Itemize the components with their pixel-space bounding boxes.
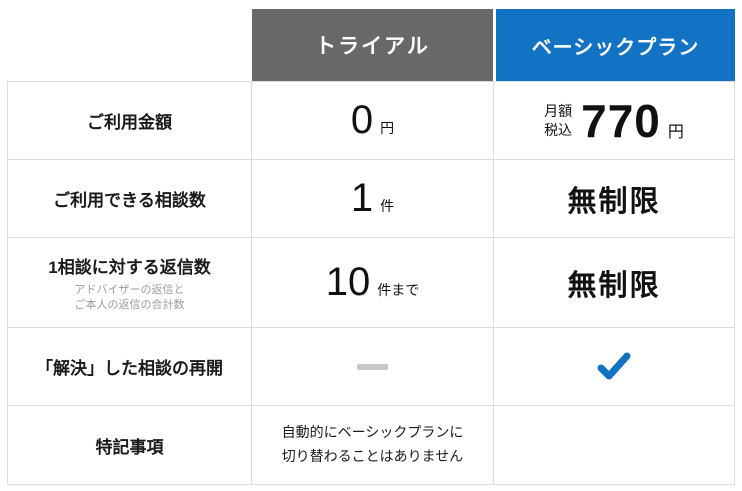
table-body: ご利用金額 0 円 月額 税込 770 円 [7, 81, 735, 485]
check-icon [597, 352, 631, 382]
consultations-row-label-cell: ご利用できる相談数 [8, 160, 252, 237]
plan-header-row: トライアル ベーシックプラン [7, 9, 735, 81]
basic-price-prefix-line1: 月額 [544, 102, 573, 119]
row-label: ご利用金額 [87, 113, 172, 132]
price-row-label-cell: ご利用金額 [8, 82, 252, 159]
row-label: 1相談に対する返信数 [48, 257, 211, 277]
header-gap [493, 9, 496, 81]
table-row-consultations: ご利用できる相談数 1 件 無制限 [8, 160, 734, 238]
row-sublabel-line2: ご本人の返信の合計数 [74, 298, 185, 311]
row-sublabel-line1: アドバイザーの返信と [74, 283, 185, 296]
trial-consultations-cell: 1 件 [252, 160, 494, 237]
basic-price-cell: 月額 税込 770 円 [494, 82, 734, 159]
trial-note-text: 自動的にベーシックプランに 切り替わることはありません [282, 421, 464, 469]
plan-header-basic: ベーシックプラン [496, 9, 735, 81]
reopen-row-label-cell: 「解決」した相談の再開 [8, 328, 252, 405]
table-wrap: トライアル ベーシックプラン ご利用金額 0 円 [7, 9, 735, 485]
row-label: 「解決」した相談の再開 [36, 359, 223, 378]
table-row-notes: 特記事項 自動的にベーシックプランに 切り替わることはありません [8, 406, 734, 484]
basic-consultations-value: 無制限 [567, 185, 661, 218]
plan-header-trial: トライアル [252, 9, 493, 81]
basic-replies-cell: 無制限 [494, 238, 734, 327]
basic-notes-cell [494, 406, 734, 484]
trial-consultations-unit: 件 [380, 198, 395, 214]
trial-replies-value: 10 件まで [326, 260, 420, 305]
basic-price-prefix: 月額 税込 [544, 102, 572, 140]
row-label: 特記事項 [95, 437, 164, 457]
row-label: ご利用できる相談数 [53, 191, 206, 210]
basic-price-unit: 円 [667, 123, 684, 141]
trial-reopen-cell [252, 328, 494, 405]
basic-replies-value: 無制限 [567, 269, 661, 302]
table-row-reopen: 「解決」した相談の再開 [8, 328, 734, 406]
trial-price-value: 0 円 [351, 98, 394, 143]
table-row-price: ご利用金額 0 円 月額 税込 770 円 [8, 82, 734, 160]
trial-price-number: 0 [350, 98, 374, 142]
trial-replies-cell: 10 件まで [252, 238, 494, 327]
replies-row-label-cell: 1相談に対する返信数 アドバイザーの返信と ご本人の返信の合計数 [8, 238, 252, 327]
basic-consultations-cell: 無制限 [494, 160, 734, 237]
basic-price-prefix-line2: 税込 [544, 121, 573, 138]
trial-price-cell: 0 円 [252, 82, 494, 159]
notes-row-label-cell: 特記事項 [8, 406, 252, 484]
header-spacer [7, 9, 252, 81]
trial-replies-unit: 件まで [377, 282, 420, 298]
trial-replies-number: 10 [325, 260, 371, 304]
trial-consultations-number: 1 [350, 176, 374, 220]
table-row-replies: 1相談に対する返信数 アドバイザーの返信と ご本人の返信の合計数 10 件まで … [8, 238, 734, 328]
basic-price-number: 770 [581, 94, 661, 147]
basic-reopen-cell [494, 328, 734, 405]
trial-notes-cell: 自動的にベーシックプランに 切り替わることはありません [252, 406, 494, 484]
row-sublabel: アドバイザーの返信と ご本人の返信の合計数 [75, 283, 185, 313]
basic-price-value: 月額 税込 770 円 [544, 94, 684, 148]
trial-note-line1: 自動的にベーシックプランに [281, 424, 464, 441]
trial-price-unit: 円 [380, 120, 395, 136]
dash-icon [357, 363, 388, 370]
trial-note-line2: 切り替わることはありません [281, 448, 464, 464]
trial-consultations-value: 1 件 [351, 176, 394, 221]
